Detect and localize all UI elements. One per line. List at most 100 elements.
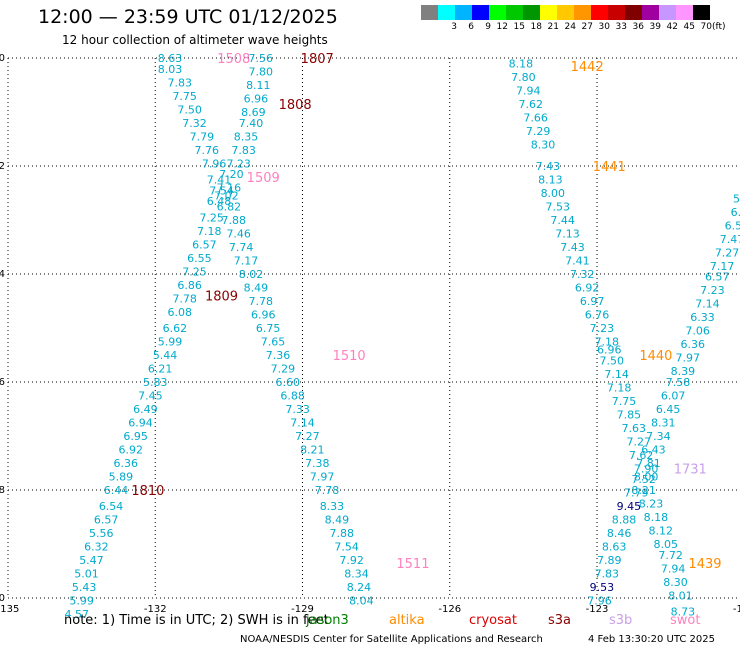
colorbar-tick-label: 9 <box>485 22 491 32</box>
wave-height-point: 5.44 <box>153 349 178 362</box>
wave-height-point: 6.5 <box>731 206 740 219</box>
pass-time-label: 1442 <box>571 60 604 75</box>
colorbar-swatch: 39 <box>642 5 661 32</box>
wave-height-point: 6.96 <box>244 93 269 106</box>
wave-height-point: 7.27 <box>715 246 740 259</box>
wave-height-point: 8.21 <box>300 444 325 457</box>
wave-height-point: 7.29 <box>526 125 551 138</box>
colorbar-swatch: 15 <box>506 5 525 32</box>
wave-height-point: 7.80 <box>249 66 274 79</box>
x-tick-label: -132 <box>144 604 167 615</box>
wave-height-point: 8.00 <box>634 471 659 484</box>
credit-text: NOAA/NESDIS Center for Satellite Applica… <box>240 634 543 645</box>
wave-height-point: 8.05 <box>653 538 678 551</box>
wave-height-point: 8.12 <box>649 525 674 538</box>
wave-height-point: 7.20 <box>219 168 244 181</box>
wave-height-point: 6.62 <box>163 322 188 335</box>
wave-height-point: 6.08 <box>168 306 193 319</box>
wave-height-point: 8.88 <box>612 514 637 527</box>
wave-height-point: 7.32 <box>570 268 595 281</box>
wave-height-point: 7.34 <box>646 430 671 443</box>
wave-height-point: 7.62 <box>629 449 654 462</box>
wave-height-point: 7.46 <box>226 228 251 241</box>
colorbar-tick-label: 45 <box>683 22 695 32</box>
wave-height-point: 8.03 <box>158 63 183 76</box>
wave-height-point: 7.78 <box>172 292 197 305</box>
note-text: note: 1) Time is in UTC; 2) SWH is in fe… <box>64 613 329 628</box>
wave-height-point: 8.23 <box>639 498 664 511</box>
colorbar-tick-label: 70 <box>700 22 712 32</box>
pass-time-label: 1440 <box>639 349 672 364</box>
y-tick-label: -42 <box>0 161 5 172</box>
wave-height-point: 7.74 <box>229 241 254 254</box>
wave-height-point: 8.46 <box>607 527 632 540</box>
x-tick-label: -120 <box>733 604 740 615</box>
colorbar-unit: (ft) <box>712 22 726 32</box>
colorbar-tick-label: 3 <box>451 22 457 32</box>
wave-height-point: 8.21 <box>631 484 656 497</box>
wave-height-point: 7.80 <box>511 71 536 84</box>
wave-height-point: 8.01 <box>668 589 693 602</box>
wave-height-point: 6.33 <box>690 311 715 324</box>
wave-height-point: 7.94 <box>661 562 686 575</box>
y-tick-label: -50 <box>0 593 5 604</box>
wave-height-point: 8.73 <box>671 606 696 619</box>
wave-height-point: 8.18 <box>509 57 534 70</box>
wave-height-point: 8.39 <box>671 365 696 378</box>
wave-height-point: 6.57 <box>192 238 217 251</box>
wave-height-point: 8.49 <box>325 514 350 527</box>
wave-height-point: 6.97 <box>580 295 605 308</box>
wave-height-point: 6.52 <box>725 219 740 232</box>
wave-height-point: 6.60 <box>276 376 301 389</box>
wave-height-point: 7.96 <box>587 595 612 608</box>
pass-time-label: 1441 <box>593 160 626 175</box>
colorbar-tick-label: 39 <box>649 22 661 32</box>
wave-height-point: 7.81 <box>636 457 661 470</box>
wave-height-point: 7.43 <box>536 160 561 173</box>
wave-height-point: 7.44 <box>550 214 575 227</box>
satellite-legend-jason3: jason3 <box>306 613 349 628</box>
chart-subtitle: 12 hour collection of altimeter wave hei… <box>62 33 328 47</box>
wave-height-point: 6.86 <box>177 279 202 292</box>
satellite-legend-s3a: s3a <box>548 613 572 628</box>
wave-height-point: 7.06 <box>685 325 710 338</box>
wave-height-point: 7.83 <box>595 568 620 581</box>
satellite-legend-cryosat: cryosat <box>469 613 517 628</box>
wave-height-point: 7.53 <box>545 201 570 214</box>
x-tick-label: -123 <box>586 604 609 615</box>
wave-height-point: 8.02 <box>239 268 264 281</box>
wave-height-point: 7.14 <box>695 298 720 311</box>
pass-time-label: 1809 <box>205 290 238 305</box>
wave-height-point: 7.83 <box>168 76 193 89</box>
pass-time-label: 1808 <box>279 98 312 113</box>
pass-time-label: 1810 <box>131 484 164 499</box>
y-tick-label: -48 <box>0 485 5 496</box>
colorbar-swatch: 6 <box>455 5 474 32</box>
wave-height-point: 6.45 <box>656 403 681 416</box>
wave-height-point: 7.66 <box>523 111 548 124</box>
wave-height-point: 6.55 <box>187 252 212 265</box>
colorbar-tick-label: 12 <box>496 22 508 32</box>
wave-height-point: 7.83 <box>231 144 256 157</box>
wave-height-point: 8.63 <box>158 52 183 65</box>
wave-height-point: 6.92 <box>118 444 143 457</box>
wave-height-point: 5.56 <box>89 527 114 540</box>
colorbar-swatch: 3 <box>438 5 457 32</box>
wave-height-point: 7.50 <box>599 354 624 367</box>
wave-height-point: 8.34 <box>344 568 369 581</box>
colorbar-swatch: 24 <box>557 5 576 32</box>
colorbar-tick-label: 21 <box>547 22 559 32</box>
colorbar-tick-label: 6 <box>468 22 474 32</box>
wave-height-point: 7.52 <box>631 473 656 486</box>
wave-height-point: 7.23 <box>590 322 615 335</box>
wave-height-point: 7.16 <box>217 182 242 195</box>
wave-height-point: 9.45 <box>617 500 642 513</box>
wave-height-point: 7.23 <box>700 284 725 297</box>
wave-height-point: 7.85 <box>617 408 642 421</box>
wave-height-point: 7.54 <box>209 184 234 197</box>
wave-height-point: 6.36 <box>114 457 139 470</box>
satellite-legend-s3b: s3b <box>609 613 633 628</box>
pass-time-label: 1731 <box>674 462 707 477</box>
wave-height-point: 5.99 <box>69 595 94 608</box>
pass-time-label: 1509 <box>247 171 280 186</box>
